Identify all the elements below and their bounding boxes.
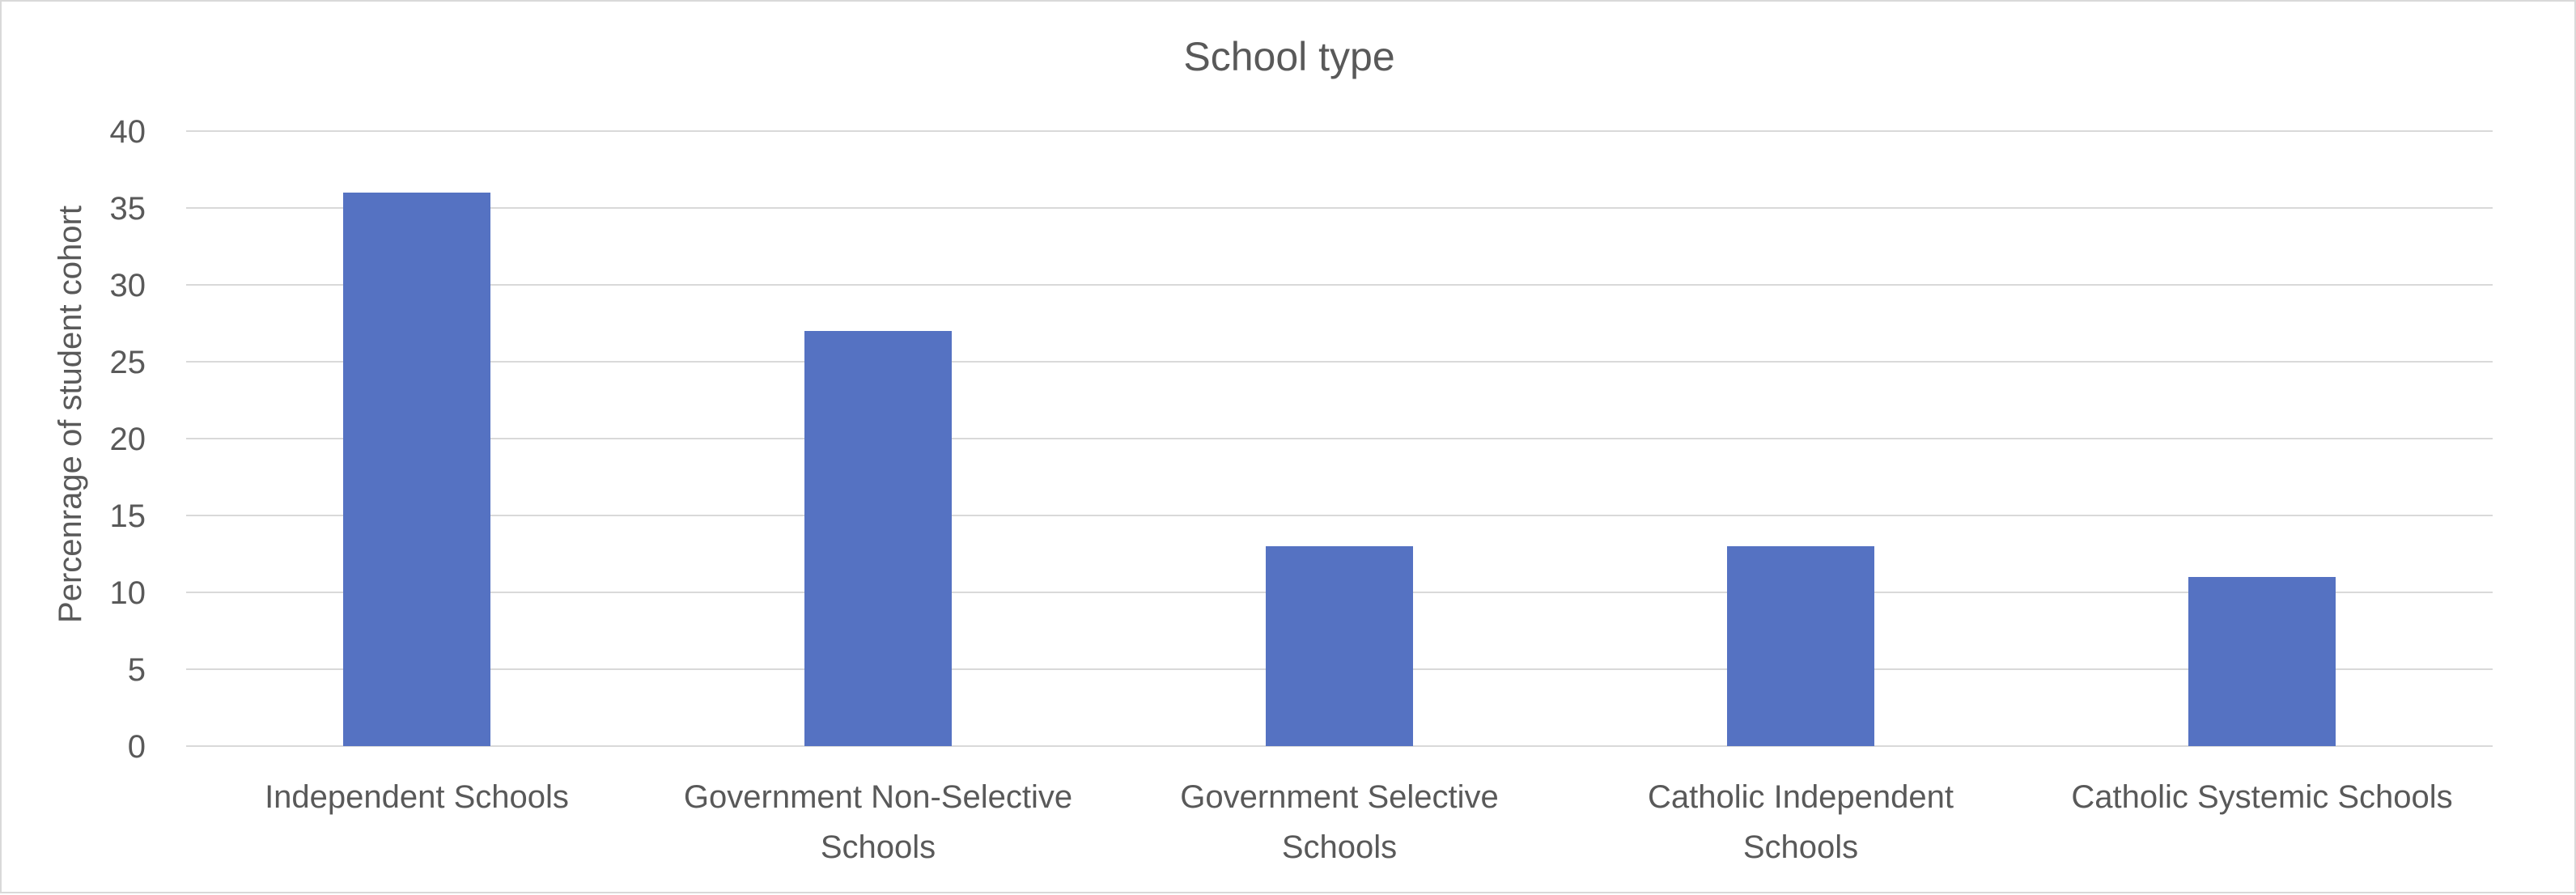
x-category-label: Government Selective Schools xyxy=(1180,779,1499,865)
gridlines xyxy=(186,130,2493,747)
x-category-label-line: Schools xyxy=(821,829,936,865)
x-category-label-line: Independent Schools xyxy=(265,779,569,815)
x-category-label: Independent Schools xyxy=(265,779,569,815)
bar xyxy=(804,331,952,746)
y-tick-label: 15 xyxy=(110,498,146,534)
x-category-label-line: Government Selective xyxy=(1180,779,1499,815)
y-tick-label: 10 xyxy=(110,575,146,611)
y-tick-label: 5 xyxy=(128,652,146,688)
bar xyxy=(343,193,490,746)
x-category-label-line: Schools xyxy=(1743,829,1858,865)
y-tick-label: 30 xyxy=(110,268,146,303)
x-category-label-line: Schools xyxy=(1282,829,1397,865)
y-tick-label: 0 xyxy=(128,729,146,765)
x-category-label: Government Non-Selective Schools xyxy=(684,779,1072,865)
x-category-label-line: Government Non-Selective xyxy=(684,779,1072,815)
x-axis-categories: Independent Schools Government Non-Select… xyxy=(265,779,2453,865)
x-category-label: Catholic Independent Schools xyxy=(1648,779,1954,865)
y-tick-label: 25 xyxy=(110,345,146,380)
bar xyxy=(1266,546,1413,746)
y-axis-ticks: 0 5 10 15 20 25 30 35 40 xyxy=(110,114,146,765)
chart-title: School type xyxy=(1183,34,1394,79)
x-category-label-line: Catholic Systemic Schools xyxy=(2071,779,2452,815)
y-tick-label: 40 xyxy=(110,114,146,150)
bar xyxy=(2188,577,2336,746)
x-category-label-line: Catholic Independent xyxy=(1648,779,1954,815)
bars xyxy=(343,193,2336,746)
y-axis-title: Percenrage of student cohort xyxy=(53,206,88,623)
bar xyxy=(1727,546,1874,746)
x-category-label: Catholic Systemic Schools xyxy=(2071,779,2452,815)
y-tick-label: 20 xyxy=(110,422,146,457)
y-tick-label: 35 xyxy=(110,191,146,227)
